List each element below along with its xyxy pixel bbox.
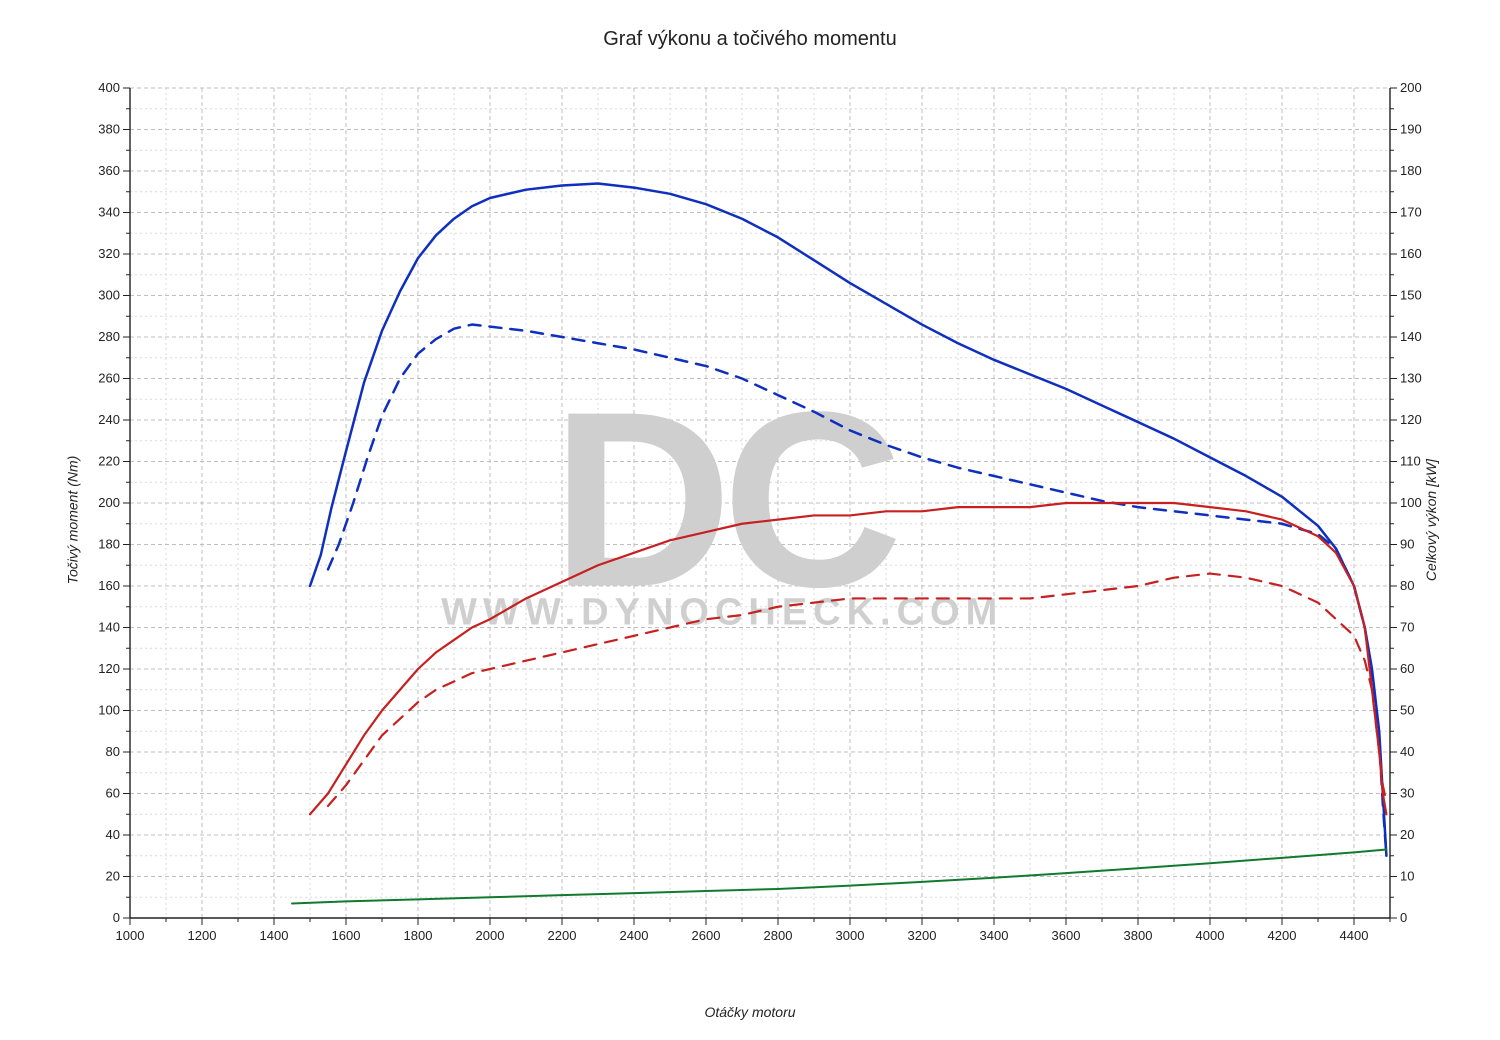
yright-tick-label: 40	[1400, 744, 1414, 759]
x-tick-label: 4000	[1196, 928, 1225, 943]
x-tick-label: 3800	[1124, 928, 1153, 943]
x-tick-label: 3400	[980, 928, 1009, 943]
yright-tick-label: 120	[1400, 412, 1422, 427]
yright-tick-label: 20	[1400, 827, 1414, 842]
yleft-tick-label: 400	[98, 80, 120, 95]
chart-title: Graf výkonu a točivého momentu	[0, 28, 1500, 51]
x-tick-label: 1600	[332, 928, 361, 943]
yleft-tick-label: 180	[98, 537, 120, 552]
x-tick-label: 2400	[620, 928, 649, 943]
plot-area: DCWWW.DYNOCHECK.COM100012001400160018002…	[75, 78, 1445, 968]
yleft-tick-label: 40	[106, 827, 120, 842]
yright-tick-label: 90	[1400, 537, 1414, 552]
plot-svg: DCWWW.DYNOCHECK.COM100012001400160018002…	[75, 78, 1445, 968]
yleft-tick-label: 220	[98, 454, 120, 469]
yleft-tick-label: 60	[106, 786, 120, 801]
yright-tick-label: 50	[1400, 703, 1414, 718]
yright-tick-label: 140	[1400, 329, 1422, 344]
yleft-tick-label: 240	[98, 412, 120, 427]
yleft-tick-label: 100	[98, 703, 120, 718]
x-tick-label: 3000	[836, 928, 865, 943]
yright-tick-label: 180	[1400, 163, 1422, 178]
yright-tick-label: 170	[1400, 205, 1422, 220]
yleft-tick-label: 20	[106, 869, 120, 884]
x-tick-label: 3600	[1052, 928, 1081, 943]
x-tick-label: 1200	[188, 928, 217, 943]
yright-tick-label: 60	[1400, 661, 1414, 676]
yleft-tick-label: 280	[98, 329, 120, 344]
x-tick-label: 1400	[260, 928, 289, 943]
yright-tick-label: 200	[1400, 80, 1422, 95]
x-tick-label: 2200	[548, 928, 577, 943]
yright-tick-label: 110	[1400, 454, 1421, 469]
yleft-tick-label: 200	[98, 495, 120, 510]
yright-tick-label: 150	[1400, 288, 1422, 303]
yleft-tick-label: 260	[98, 371, 120, 386]
yleft-tick-label: 340	[98, 205, 120, 220]
yright-tick-label: 10	[1400, 869, 1414, 884]
yleft-tick-label: 140	[98, 620, 120, 635]
yright-tick-label: 30	[1400, 786, 1414, 801]
x-tick-label: 3200	[908, 928, 937, 943]
yleft-tick-label: 360	[98, 163, 120, 178]
dyno-chart-page: Graf výkonu a točivého momentu Točivý mo…	[0, 0, 1500, 1040]
x-tick-label: 2000	[476, 928, 505, 943]
yright-tick-label: 70	[1400, 620, 1414, 635]
yleft-tick-label: 320	[98, 246, 120, 261]
yright-tick-label: 160	[1400, 246, 1422, 261]
yleft-tick-label: 380	[98, 122, 120, 137]
yright-tick-label: 0	[1400, 910, 1407, 925]
x-tick-label: 2600	[692, 928, 721, 943]
x-tick-label: 2800	[764, 928, 793, 943]
yright-tick-label: 190	[1400, 122, 1422, 137]
x-tick-label: 1800	[404, 928, 433, 943]
x-tick-label: 4200	[1268, 928, 1297, 943]
yleft-tick-label: 0	[113, 910, 120, 925]
yleft-tick-label: 300	[98, 288, 120, 303]
yright-tick-label: 80	[1400, 578, 1414, 593]
x-tick-label: 4400	[1340, 928, 1369, 943]
yleft-tick-label: 80	[106, 744, 120, 759]
x-tick-label: 1000	[116, 928, 145, 943]
yright-tick-label: 130	[1400, 371, 1422, 386]
yright-tick-label: 100	[1400, 495, 1422, 510]
yleft-tick-label: 120	[98, 661, 120, 676]
x-axis-title: Otáčky motoru	[0, 1004, 1500, 1020]
yleft-tick-label: 160	[98, 578, 120, 593]
